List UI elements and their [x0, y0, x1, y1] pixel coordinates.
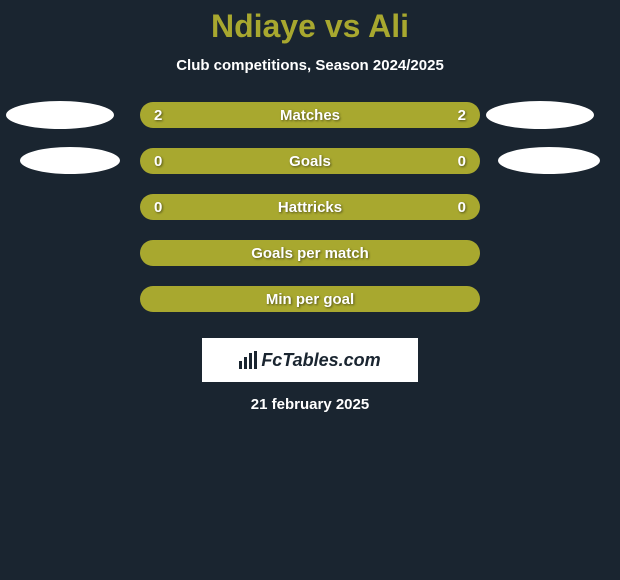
stat-label: Matches — [280, 107, 340, 124]
stat-label: Goals per match — [251, 245, 369, 262]
stat-label: Min per goal — [266, 291, 354, 308]
ellipse-right — [486, 101, 594, 129]
stat-label: Goals — [289, 153, 331, 170]
stat-row-goals-per-match: Goals per match — [0, 240, 620, 286]
subtitle: Club competitions, Season 2024/2025 — [0, 57, 620, 74]
stat-value-right: 0 — [458, 199, 466, 216]
stat-bar: Min per goal — [140, 286, 480, 312]
date-text: 21 february 2025 — [0, 396, 620, 413]
stat-row-goals: 0 Goals 0 — [0, 148, 620, 194]
stat-value-left: 0 — [154, 199, 162, 216]
stat-bar: 2 Matches 2 — [140, 102, 480, 128]
branding-text: FcTables.com — [261, 350, 380, 371]
ellipse-right — [498, 147, 600, 174]
stat-value-right: 0 — [458, 153, 466, 170]
branding-badge: FcTables.com — [202, 338, 418, 382]
stat-value-right: 2 — [458, 107, 466, 124]
stat-row-min-per-goal: Min per goal — [0, 286, 620, 332]
stat-bar: 0 Goals 0 — [140, 148, 480, 174]
stat-label: Hattricks — [278, 199, 342, 216]
page-title: Ndiaye vs Ali — [0, 8, 620, 45]
stat-value-left: 2 — [154, 107, 162, 124]
stat-bar: Goals per match — [140, 240, 480, 266]
bar-chart-icon — [239, 351, 257, 369]
stat-row-matches: 2 Matches 2 — [0, 102, 620, 148]
ellipse-left — [20, 147, 120, 174]
stat-bar: 0 Hattricks 0 — [140, 194, 480, 220]
comparison-infographic: Ndiaye vs Ali Club competitions, Season … — [0, 0, 620, 413]
ellipse-left — [6, 101, 114, 129]
stat-row-hattricks: 0 Hattricks 0 — [0, 194, 620, 240]
stat-value-left: 0 — [154, 153, 162, 170]
